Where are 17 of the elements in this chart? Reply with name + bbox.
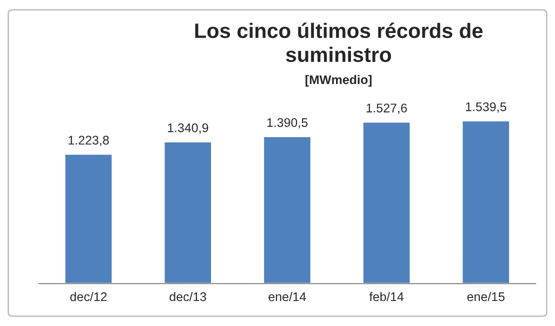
bar <box>362 121 412 284</box>
x-tick-label: dec/12 <box>70 292 107 302</box>
chart-title: Los cinco últimos récords de suministro <box>195 22 483 62</box>
x-tick-label: ene/15 <box>467 292 504 302</box>
data-label: 1.527,6 <box>366 104 407 114</box>
data-label: 1.340,9 <box>168 123 208 134</box>
chart-subtitle: [MWmedio] <box>306 74 372 87</box>
bar <box>163 140 212 284</box>
data-label: 1.390,5 <box>267 118 308 128</box>
x-tick-label: dec/13 <box>170 292 206 302</box>
x-tick-label: feb/14 <box>369 292 404 302</box>
bar <box>461 120 510 284</box>
data-label: 1.539,5 <box>466 102 506 113</box>
bar <box>262 136 312 284</box>
bar <box>64 153 114 284</box>
x-tick-label: ene/14 <box>268 292 306 302</box>
data-label: 1.223,8 <box>68 136 109 146</box>
